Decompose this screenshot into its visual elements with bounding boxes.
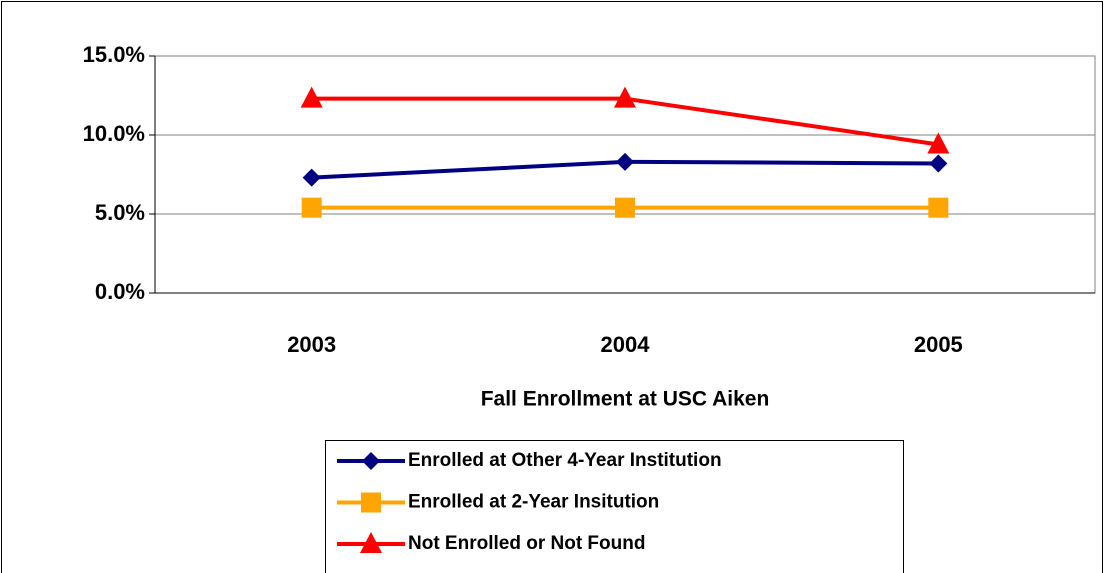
- x-axis-label: Fall Enrollment at USC Aiken: [481, 388, 770, 411]
- y-tick-label: 0.0%: [95, 279, 145, 304]
- marker: [301, 197, 322, 218]
- y-tick-label: 15.0%: [83, 42, 145, 67]
- marker: [928, 197, 949, 218]
- marker: [616, 152, 634, 171]
- y-tick-label: 10.0%: [83, 121, 145, 146]
- legend: [325, 440, 904, 573]
- x-tick-label: 2005: [914, 332, 963, 357]
- marker: [362, 452, 380, 470]
- marker: [614, 86, 636, 108]
- marker: [927, 132, 950, 154]
- marker: [361, 492, 381, 513]
- legend-label: Enrolled at 2-Year Insitution: [408, 492, 659, 513]
- y-tick-label: 5.0%: [95, 200, 145, 225]
- marker: [929, 154, 948, 173]
- marker: [300, 86, 323, 108]
- marker: [615, 197, 635, 218]
- legend-label: Not Enrolled or Not Found: [408, 533, 645, 554]
- marker: [302, 168, 321, 187]
- x-tick-label: 2003: [287, 332, 336, 357]
- marker: [360, 532, 382, 553]
- x-tick-label: 2004: [601, 332, 651, 357]
- legend-label: Enrolled at Other 4-Year Institution: [408, 450, 722, 471]
